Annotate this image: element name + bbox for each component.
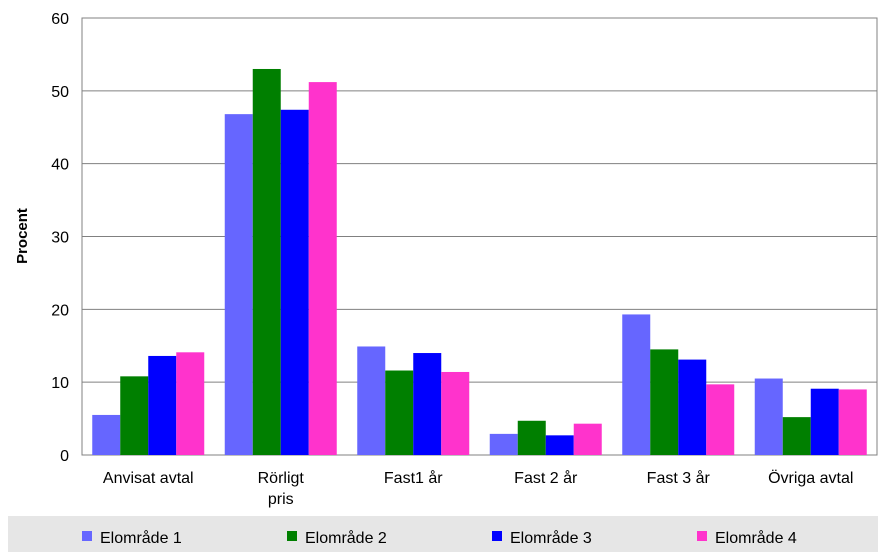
x-category-label: Fast1 år [384, 469, 443, 487]
y-tick-label: 0 [60, 448, 69, 465]
bar [754, 378, 783, 455]
y-tick-label: 20 [51, 302, 69, 319]
y-tick-label: 40 [51, 157, 69, 174]
bar [92, 414, 121, 455]
x-category-label: Rörligt [258, 470, 305, 487]
bar [280, 109, 309, 456]
bar [810, 388, 839, 455]
legend-label: Elområde 4 [715, 529, 797, 547]
bar [678, 359, 707, 455]
bar [545, 435, 574, 455]
legend-label: Elområde 2 [305, 529, 387, 547]
x-axis-categories: Anvisat avtal Rörligt pris Fast1 år Fast 2 å… [103, 469, 854, 508]
bar [224, 114, 253, 455]
y-tick-label: 30 [51, 230, 69, 247]
bar [148, 355, 177, 455]
bar [252, 68, 281, 455]
bar [573, 423, 602, 455]
gridlines [82, 90, 877, 383]
legend-swatch [492, 531, 502, 541]
x-category-label: pris [268, 491, 294, 508]
y-axis-ticks: 0 10 20 30 40 50 60 [51, 11, 69, 465]
legend: Elområde 1 Elområde 2 Elområde 3 Elområde 4 [82, 529, 797, 547]
bar [517, 420, 546, 455]
y-tick-label: 60 [51, 11, 69, 28]
x-category-label: Fast 2 år [514, 469, 578, 487]
x-category-label: Fast 3 år [647, 469, 711, 487]
legend-swatch [82, 531, 92, 541]
y-axis-label: Procent [14, 208, 31, 264]
legend-label: Elområde 3 [510, 529, 592, 547]
bar [176, 352, 205, 455]
bars [92, 68, 867, 456]
bar [120, 376, 149, 455]
bar [441, 371, 470, 455]
bar [650, 349, 679, 455]
bar [838, 389, 867, 455]
y-tick-label: 10 [51, 375, 69, 392]
bar [706, 384, 735, 455]
bar [385, 370, 414, 455]
bar [413, 353, 442, 455]
bar [308, 82, 337, 456]
bar [357, 346, 386, 455]
x-category-label: Övriga avtal [768, 469, 853, 487]
bar [782, 417, 811, 455]
bar [489, 433, 518, 455]
legend-box [8, 516, 878, 552]
y-tick-label: 50 [51, 84, 69, 101]
legend-swatch [287, 531, 297, 541]
legend-label: Elområde 1 [100, 529, 182, 547]
bar [622, 314, 651, 455]
x-category-label: Anvisat avtal [103, 470, 194, 487]
legend-swatch [697, 531, 707, 541]
